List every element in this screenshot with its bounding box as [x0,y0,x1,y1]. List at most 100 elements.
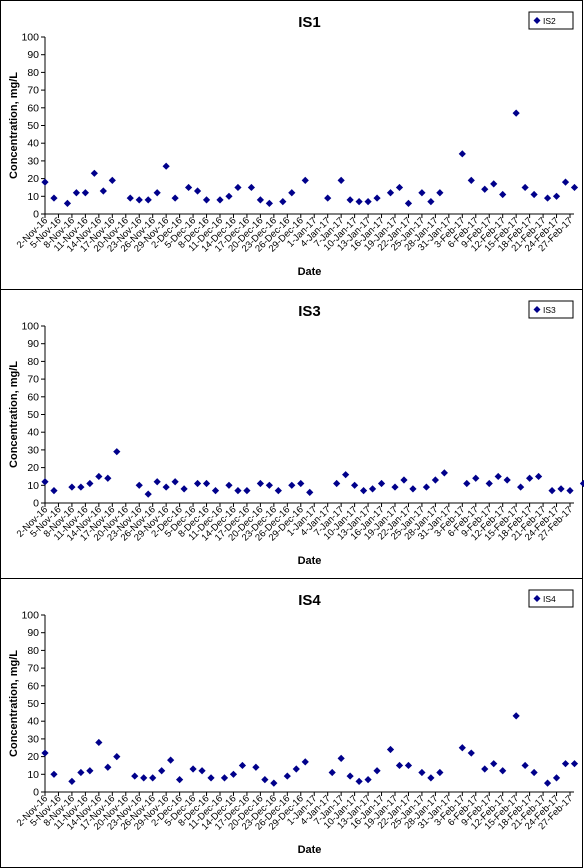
data-point [570,760,579,768]
data-point [50,770,58,778]
data-point [202,479,211,488]
data-point [499,190,507,199]
y-tick-label: 60 [27,391,39,403]
y-tick-label: 10 [27,480,39,492]
data-point [301,758,309,766]
data-point [377,479,386,488]
data-point [530,768,538,777]
data-point [279,198,287,206]
data-point [81,189,89,197]
chart-panel-is3: IS3 0 10 20 30 40 50 60 70 80 90 100 2-Nov-16 5-Nov-1… [0,289,584,579]
data-point [418,189,426,197]
y-tick-label: 50 [27,120,39,132]
data-point [135,196,143,204]
data-point [144,490,152,498]
data-point [404,199,413,207]
y-axis-label: Concentration, mg/L [8,650,20,757]
y-axis-label: Concentration, mg/L [8,361,20,468]
data-point [180,485,188,493]
data-point [68,483,76,491]
data-point [337,176,345,184]
data-point [337,754,345,762]
y-tick-label: 90 [27,627,39,639]
data-point [90,169,98,177]
data-point [373,767,381,775]
data-point [167,756,175,764]
y-tick-label: 100 [21,32,39,44]
data-point [108,176,116,184]
data-point [481,185,489,193]
y-tick-label: 100 [21,610,39,622]
data-point [252,763,260,771]
data-point [171,478,179,486]
data-point [288,481,296,489]
y-tick-label: 70 [27,663,39,675]
data-point [274,487,282,495]
data-point [243,487,251,495]
data-point [418,768,426,777]
data-point [225,481,233,489]
data-point [490,180,498,188]
data-point [297,479,305,488]
data-point [467,749,475,757]
data-point [261,776,269,784]
data-point [386,189,395,197]
data-point [86,767,94,775]
chart-is1: IS101020304050607080901002-Nov-165-Nov-1… [8,11,579,278]
data-point [561,178,570,186]
legend-label: IS2 [543,16,556,26]
data-point [72,189,81,197]
data-point [95,472,103,481]
y-tick-label: 60 [27,102,39,114]
y-tick-label: 70 [27,85,39,97]
legend: IS4 [528,589,574,608]
y-tick-label: 80 [27,67,39,79]
chart-is3: IS301020304050607080901002-Nov-165-Nov-1… [8,300,584,567]
data-point [207,774,215,782]
y-tick-label: 50 [27,698,39,710]
data-point [50,194,58,202]
y-tick-label: 50 [27,409,39,421]
chart-title: IS3 [298,303,321,320]
y-tick-label: 80 [27,645,39,657]
data-point [548,487,556,495]
y-tick-label: 20 [27,173,39,185]
data-point [234,487,242,495]
data-point [364,198,372,206]
data-point [149,774,157,782]
data-point [436,768,444,777]
data-point [346,196,354,204]
data-point [521,183,529,192]
data-point [557,485,565,493]
chart-panel-is4: IS4 0 10 20 30 40 50 60 70 80 90 100 2-Nov-16 5-Nov-1… [0,578,583,868]
data-point [140,774,148,782]
data-point [409,485,417,493]
data-point [189,765,197,773]
y-tick-label: 90 [27,338,39,350]
data-point [283,772,291,780]
data-point [503,476,511,484]
chart-panel-is1: IS1 0 10 20 30 40 50 60 70 80 90 100 2-Nov-16 5-Nov-1… [0,0,583,290]
data-point [552,774,561,782]
data-point [373,194,381,202]
data-point [270,779,278,787]
y-tick-label: 80 [27,356,39,368]
data-point [171,194,179,202]
y-tick-label: 40 [27,427,39,439]
data-point [427,198,435,206]
data-point [265,481,273,489]
data-point [490,760,498,768]
data-point [386,745,395,754]
x-axis-label: Date [298,266,322,278]
data-point [41,478,49,486]
y-tick-label: 20 [27,462,39,474]
data-point [570,183,579,192]
data-point [526,474,534,482]
data-point [202,196,211,204]
data-point [216,196,224,204]
y-tick-label: 0 [33,209,39,221]
data-point [247,183,256,192]
data-point [238,761,247,770]
data-point [467,176,475,184]
data-point [184,183,193,192]
